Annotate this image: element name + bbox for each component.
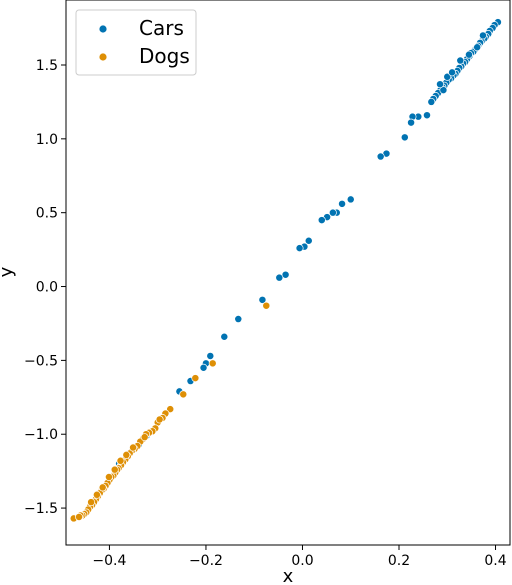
point-dogs-4 xyxy=(166,405,175,414)
legend-marker-dogs xyxy=(98,52,108,62)
point-cars-35 xyxy=(448,68,457,77)
x-tick-label: −0.4 xyxy=(92,553,126,569)
point-cars-50 xyxy=(328,208,337,217)
y-tick-label: 0.0 xyxy=(36,280,58,296)
point-cars-37 xyxy=(465,50,473,59)
x-tick-label: −0.2 xyxy=(189,553,223,569)
point-dogs-48 xyxy=(122,450,131,459)
plot-frame xyxy=(65,0,511,546)
point-dogs-53 xyxy=(92,490,101,499)
point-dogs-0 xyxy=(262,301,271,310)
point-dogs-46 xyxy=(110,465,119,474)
legend: Cars Dogs xyxy=(75,9,197,76)
point-cars-39 xyxy=(479,31,487,40)
point-dogs-49 xyxy=(129,443,138,452)
x-tick-label: 0.4 xyxy=(484,553,506,569)
point-cars-61 xyxy=(206,352,215,360)
point-cars-59 xyxy=(234,315,243,323)
point-cars-55 xyxy=(295,244,304,253)
y-axis-label: y xyxy=(0,266,17,277)
legend-marker-cars xyxy=(98,24,108,34)
point-cars-53 xyxy=(304,236,313,245)
point-cars-56 xyxy=(281,270,290,279)
point-cars-36 xyxy=(456,56,465,65)
point-cars-57 xyxy=(275,273,284,282)
point-dogs-54 xyxy=(87,498,96,507)
point-dogs-3 xyxy=(179,390,188,399)
point-dogs-51 xyxy=(155,415,164,424)
legend-label-cars: Cars xyxy=(139,16,184,40)
point-dogs-1 xyxy=(208,359,217,368)
point-dogs-52 xyxy=(98,483,107,492)
point-cars-46 xyxy=(376,152,385,161)
legend-label-dogs: Dogs xyxy=(139,44,190,68)
x-tick-label: 0.2 xyxy=(388,553,410,569)
y-tick-label: 0.5 xyxy=(36,206,58,222)
points-layer xyxy=(69,18,502,523)
x-tick-label: 0.0 xyxy=(291,553,313,569)
point-cars-32 xyxy=(443,72,452,81)
x-axis-label: x xyxy=(283,566,294,585)
y-tick-label: −0.5 xyxy=(24,353,58,369)
point-cars-63 xyxy=(199,363,208,372)
y-ticks: −1.5 −1.0 −0.5 0.0 0.5 1.0 1.5 xyxy=(24,58,66,517)
point-cars-48 xyxy=(338,199,346,208)
y-tick-label: 1.5 xyxy=(36,58,58,74)
point-cars-31 xyxy=(427,97,436,106)
x-ticks: −0.4 −0.2 0.0 0.2 0.4 xyxy=(92,545,507,569)
point-cars-58 xyxy=(258,295,267,304)
point-dogs-44 xyxy=(75,512,83,521)
point-cars-47 xyxy=(346,195,355,204)
y-tick-label: 1.0 xyxy=(36,132,58,148)
point-cars-34 xyxy=(436,80,444,89)
point-cars-40 xyxy=(423,111,431,120)
point-cars-60 xyxy=(220,332,229,341)
y-tick-label: −1.5 xyxy=(24,501,58,517)
point-dogs-2 xyxy=(191,374,200,383)
point-cars-44 xyxy=(400,133,409,142)
point-dogs-50 xyxy=(140,433,149,442)
point-dogs-47 xyxy=(116,456,125,465)
point-cars-33 xyxy=(439,86,448,95)
y-tick-label: −1.0 xyxy=(24,427,58,443)
point-cars-38 xyxy=(473,43,482,52)
point-cars-43 xyxy=(407,118,416,127)
point-cars-52 xyxy=(317,216,326,225)
point-dogs-45 xyxy=(104,473,113,482)
